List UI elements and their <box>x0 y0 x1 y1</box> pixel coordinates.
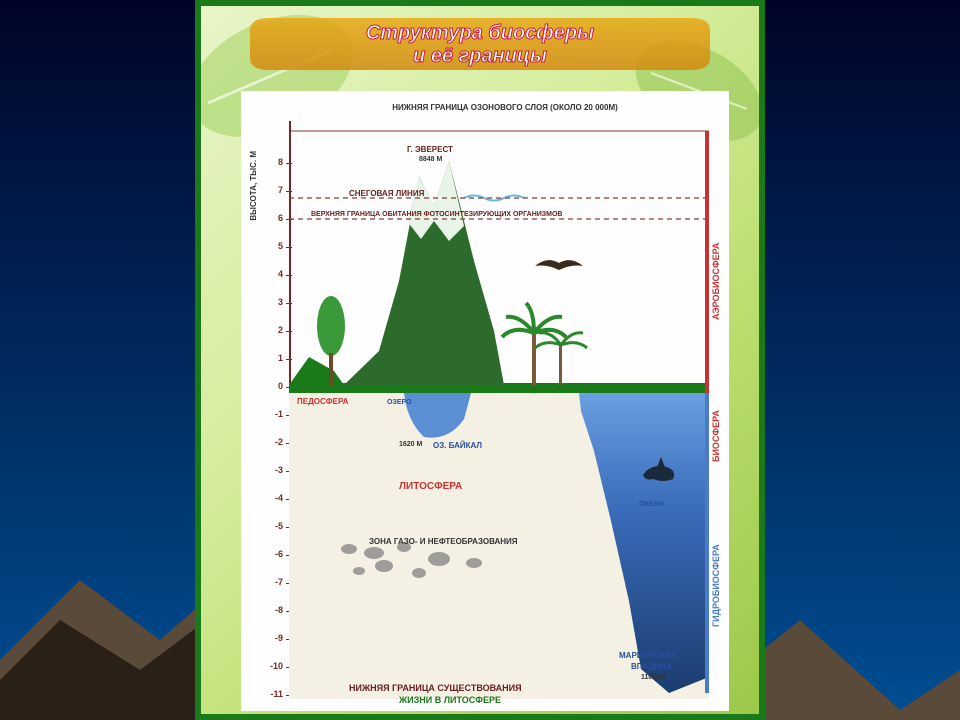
mariana-1: МАРИАНСКАЯ <box>619 651 676 660</box>
plot-area: 876543210-1-2-3-4-5-6-7-8-9-10-11 <box>289 121 709 699</box>
tick--4: -4 <box>261 493 283 503</box>
tick--1: -1 <box>261 409 283 419</box>
tick-7: 7 <box>261 185 283 195</box>
photo-label: ВЕРХНЯЯ ГРАНИЦА ОБИТАНИЯ ФОТОСИНТЕЗИРУЮЩ… <box>311 211 563 218</box>
tick--11: -11 <box>261 689 283 699</box>
mariana-2: ВПАДИНА <box>631 662 672 671</box>
hydro-label: ГИДРОБИОСФЕРА <box>711 491 723 681</box>
tick-3: 3 <box>261 297 283 307</box>
bio-label: БИОСФЕРА <box>711 371 723 501</box>
diagram-svg <box>289 121 709 699</box>
tick--5: -5 <box>261 521 283 531</box>
tick-0: 0 <box>261 381 283 391</box>
tick--9: -9 <box>261 633 283 643</box>
tick--10: -10 <box>261 661 283 671</box>
ozone-label: НИЖНЯЯ ГРАНИЦА ОЗОНОВОГО СЛОЯ (ОКОЛО 20 … <box>291 103 719 112</box>
bottom-label-2: ЖИЗНИ В ЛИТОСФЕРЕ <box>399 695 501 705</box>
tick--8: -8 <box>261 605 283 615</box>
tick-1: 1 <box>261 353 283 363</box>
eagle-icon <box>535 260 583 270</box>
svg-text:и её границы: и её границы <box>413 45 547 67</box>
chart-panel: НИЖНЯЯ ГРАНИЦА ОЗОНОВОГО СЛОЯ (ОКОЛО 20 … <box>241 91 729 711</box>
tick-6: 6 <box>261 213 283 223</box>
tick-5: 5 <box>261 241 283 251</box>
baikal-label: ОЗ. БАЙКАЛ <box>433 441 482 450</box>
mariana-depth: 11022М <box>641 674 666 681</box>
y-axis-label: ВЫСОТА, ТЫС. М <box>249 151 259 221</box>
poster: Структура биосферы и её границы НИЖНЯЯ Г… <box>195 0 765 720</box>
svg-text:Структура биосферы: Структура биосферы <box>366 22 594 44</box>
okean-label: ОКЕАН <box>639 501 664 508</box>
tick--2: -2 <box>261 437 283 447</box>
title-banner: Структура биосферы и её границы <box>240 14 720 79</box>
bottom-label-1: НИЖНЯЯ ГРАНИЦА СУЩЕСТВОВАНИЯ <box>349 683 522 693</box>
everest-height: 8848 М <box>419 156 442 163</box>
ozero-label: ОЗЕРО <box>387 399 412 406</box>
baikal-depth: 1620 М <box>399 441 422 448</box>
gasoil-label: ЗОНА ГАЗО- И НЕФТЕОБРАЗОВАНИЯ <box>369 537 518 546</box>
tick-2: 2 <box>261 325 283 335</box>
tick-8: 8 <box>261 157 283 167</box>
tick--3: -3 <box>261 465 283 475</box>
pedo-label: ПЕДОСФЕРА <box>297 397 348 406</box>
everest-name: Г. ЭВЕРЕСТ <box>407 145 453 154</box>
tick--7: -7 <box>261 577 283 587</box>
snowline-label: СНЕГОВАЯ ЛИНИЯ <box>349 189 424 198</box>
tick-4: 4 <box>261 269 283 279</box>
tick--6: -6 <box>261 549 283 559</box>
lito-label: ЛИТОСФЕРА <box>399 481 462 492</box>
